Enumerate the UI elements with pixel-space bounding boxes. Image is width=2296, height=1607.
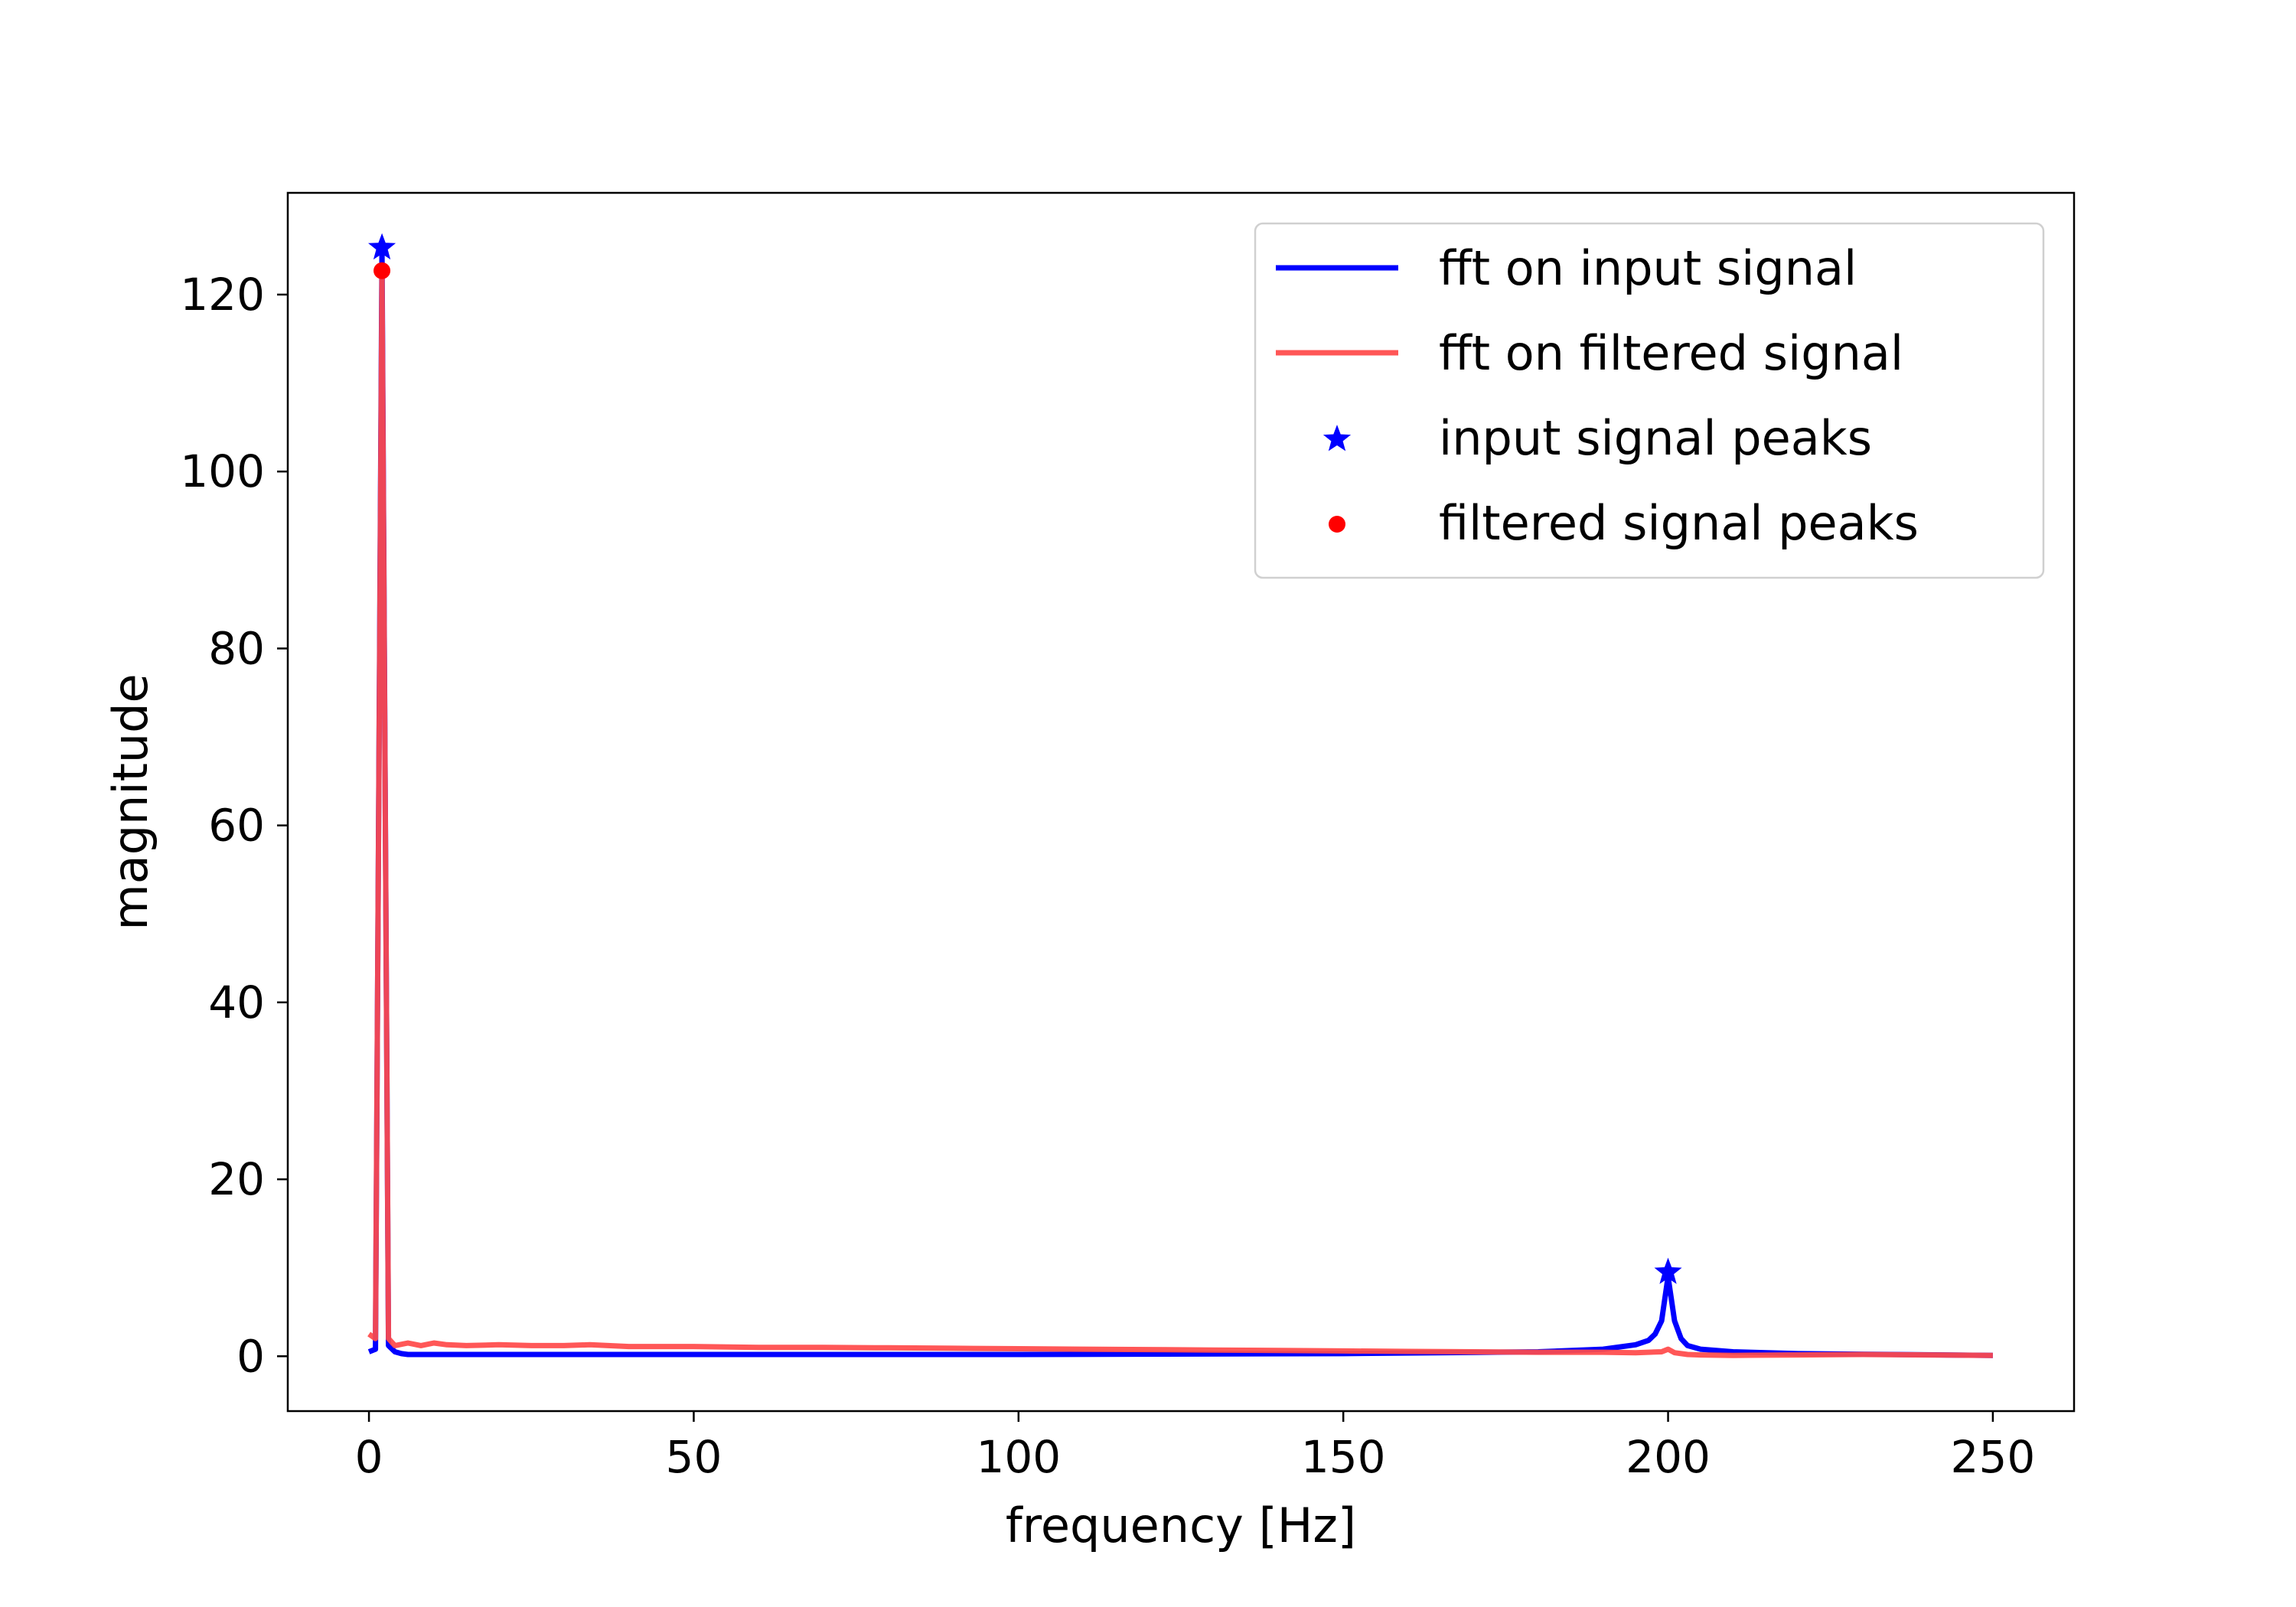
input-peak-marker	[368, 233, 396, 260]
y-tick-label: 100	[180, 445, 265, 497]
y-tick-label: 0	[236, 1330, 265, 1382]
series-layer	[367, 247, 1993, 1358]
series-line-filtered-fft	[367, 269, 1993, 1358]
legend: fft on input signal fft on filtered sign…	[1254, 222, 2045, 579]
y-tick-label: 40	[208, 976, 265, 1028]
x-tick-label: 250	[1951, 1431, 2036, 1483]
x-tick-label: 200	[1626, 1431, 1711, 1483]
y-axis-label: magnitude	[103, 673, 158, 930]
x-axis-ticks: 0 50 100 150 200 250	[355, 1411, 2036, 1483]
plot-frame	[286, 191, 2076, 1413]
legend-dot-icon	[1329, 516, 1345, 533]
y-axis-ticks: 0 20 40 60 80 100 120	[180, 269, 288, 1382]
legend-label-filtered-fft: fft on filtered signal	[1439, 325, 1903, 381]
y-tick-label: 60	[208, 800, 265, 852]
legend-star-icon	[1322, 425, 1352, 451]
x-axis-label: frequency [Hz]	[1006, 1498, 1356, 1553]
y-tick-label: 20	[208, 1153, 265, 1205]
y-tick-label: 80	[208, 622, 265, 674]
marker-layer	[368, 233, 1682, 1284]
x-tick-label: 0	[355, 1431, 383, 1483]
filtered-peak-marker	[373, 262, 391, 279]
legend-swatch-input-peaks	[1322, 425, 1352, 451]
x-tick-label: 150	[1301, 1431, 1386, 1483]
legend-label-input-peaks: input signal peaks	[1439, 410, 1872, 466]
legend-swatch-filtered-peaks	[1329, 516, 1345, 533]
input-peak-marker	[1654, 1257, 1682, 1284]
legend-label-input-fft: fft on input signal	[1439, 240, 1857, 296]
legend-box	[1254, 222, 2045, 579]
y-tick-label: 120	[180, 269, 265, 321]
x-tick-label: 50	[666, 1431, 722, 1483]
legend-label-filtered-peaks: filtered signal peaks	[1439, 495, 1919, 551]
x-tick-label: 100	[976, 1431, 1061, 1483]
